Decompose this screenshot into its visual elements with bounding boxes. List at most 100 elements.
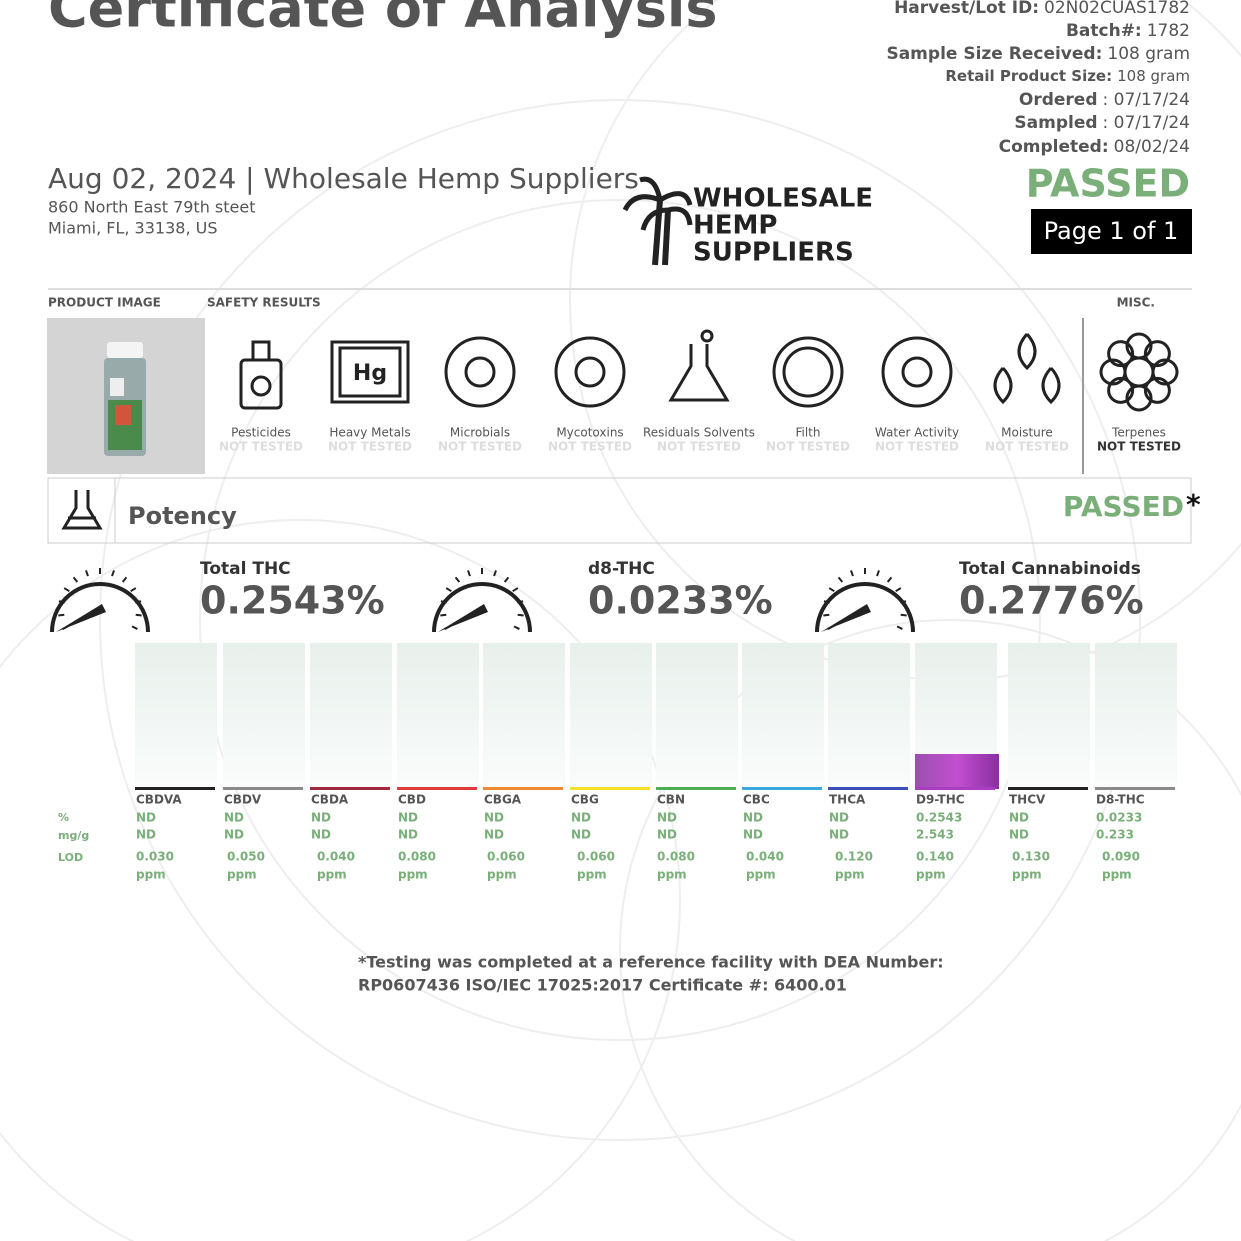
lod: 0.050 (227, 850, 265, 864)
gauge-tick (828, 587, 835, 593)
gauge-tick (440, 600, 447, 604)
mgg: ND (484, 828, 504, 842)
safety-icon: Hg (330, 340, 410, 404)
address: 860 North East 79th steet (48, 198, 256, 217)
gauge-tick (130, 587, 137, 593)
cannabinoid-name: CBN (657, 793, 685, 807)
icon-shape (1123, 356, 1155, 388)
gauge-arc (815, 582, 915, 633)
icon-shape (993, 367, 1013, 405)
column-fill (915, 754, 999, 789)
gauge-tick (58, 600, 65, 604)
icon-shape (668, 344, 730, 402)
gauge-value: 0.2776% (959, 579, 1144, 623)
info-line: Sampled: 07/17/24 (1014, 113, 1190, 133)
column-bg (1008, 643, 1090, 789)
percent: ND (571, 811, 591, 825)
mgg: ND (743, 828, 763, 842)
mgg: ND (311, 828, 331, 842)
row-label: mg/g (58, 829, 89, 842)
gauge-tick (517, 600, 524, 604)
safety-icon (668, 329, 730, 402)
safety-icon (881, 336, 953, 408)
gauge-tick (850, 570, 854, 577)
icon-shape (464, 356, 496, 388)
lod: 0.040 (746, 850, 784, 864)
mgg: ND (136, 828, 156, 842)
info-line: Ordered: 07/17/24 (1019, 90, 1190, 110)
date-company: Aug 02, 2024 | Wholesale Hemp Suppliers (48, 162, 639, 195)
gauge-needle (438, 604, 488, 632)
gauge-tick (512, 587, 519, 593)
column-line (310, 787, 390, 790)
column-bg (397, 643, 479, 789)
gauge-tick (895, 587, 902, 593)
gauge-tick (131, 625, 138, 630)
percent: ND (657, 811, 677, 825)
gauge-tick (503, 576, 510, 583)
info-value: 08/02/24 (1114, 137, 1190, 157)
column-line (828, 787, 908, 790)
gauge-tick (493, 570, 497, 577)
potency-title: Potency (128, 502, 237, 530)
logo-text: WHOLESALE (693, 184, 873, 214)
info-label: Ordered (1019, 90, 1098, 110)
row-label: % (58, 811, 69, 824)
gauge-tick (58, 613, 65, 617)
lod-unit: ppm (227, 868, 257, 882)
safety-status: NOT TESTED (657, 440, 741, 454)
status: PASSED (1026, 162, 1190, 206)
lod-unit: ppm (1102, 868, 1132, 882)
cannabinoid-name: THCA (829, 793, 866, 807)
safety-icon (239, 340, 283, 410)
safety-name: Microbials (450, 426, 510, 440)
gauge-label: Total THC (200, 559, 291, 579)
column-line (397, 787, 477, 790)
flask-icon (61, 490, 103, 530)
page-number: Page 1 of 1 (1044, 217, 1179, 245)
page-box (1031, 209, 1192, 254)
percent: ND (311, 811, 331, 825)
lod-unit: ppm (487, 868, 517, 882)
gauge-tick (135, 613, 142, 617)
icon-shape (881, 336, 953, 408)
mgg: ND (398, 828, 418, 842)
gauge-tick (111, 570, 115, 577)
info-value: 108 gram (1117, 67, 1190, 85)
address: Miami, FL, 33138, US (48, 219, 217, 238)
column-bg (742, 643, 824, 789)
lod: 0.080 (657, 850, 695, 864)
icon-shape (1041, 367, 1061, 405)
info-line: Batch#: 1782 (1066, 21, 1190, 41)
percent: ND (1009, 811, 1029, 825)
icon-shape (1107, 340, 1135, 368)
gauge-label: d8-THC (588, 559, 655, 579)
icon-shape (1143, 376, 1171, 404)
lod: 0.060 (487, 850, 525, 864)
mgg: ND (829, 828, 849, 842)
cannabinoid-name: THCV (1009, 793, 1046, 807)
cannabinoid-name: CBC (743, 793, 770, 807)
column-line (1095, 787, 1175, 790)
info-value: 02N02CUAS1782 (1044, 0, 1190, 18)
icon-shape (700, 329, 714, 343)
icon-shape (901, 356, 933, 388)
gauge-tick (886, 576, 893, 583)
footnote: *Testing was completed at a reference fa… (358, 953, 944, 972)
misc-name: Terpenes (1111, 426, 1166, 440)
gauge-label: Total Cannabinoids (959, 559, 1141, 579)
gauge-tick (467, 570, 471, 577)
lod: 0.140 (916, 850, 954, 864)
mgg: ND (224, 828, 244, 842)
column-bg (656, 643, 738, 789)
icon-shape (1107, 376, 1135, 404)
cannabinoid-name: CBDV (224, 793, 262, 807)
column-line (135, 787, 215, 790)
column-line (742, 787, 822, 790)
lod: 0.120 (835, 850, 873, 864)
percent: ND (829, 811, 849, 825)
gauge-value: 0.0233% (588, 579, 773, 623)
misc-icon (1099, 332, 1179, 412)
info-label: Sampled (1014, 113, 1097, 133)
gauge-tick (876, 570, 880, 577)
